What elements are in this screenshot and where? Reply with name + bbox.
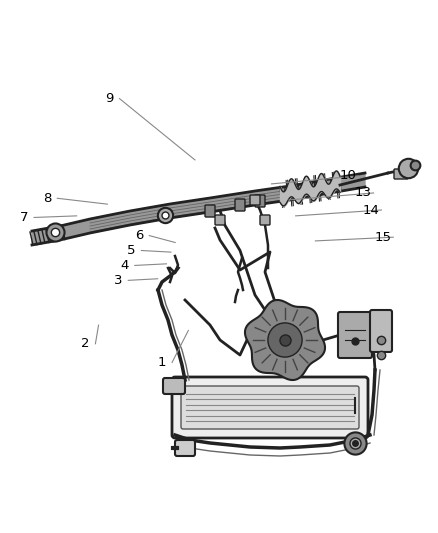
Polygon shape xyxy=(130,204,170,225)
Text: 4: 4 xyxy=(120,259,129,272)
Text: 14: 14 xyxy=(363,204,380,216)
FancyBboxPatch shape xyxy=(260,215,270,225)
FancyBboxPatch shape xyxy=(205,205,215,217)
FancyBboxPatch shape xyxy=(175,440,195,456)
Polygon shape xyxy=(290,179,330,200)
Circle shape xyxy=(268,323,302,357)
Polygon shape xyxy=(245,300,325,380)
FancyBboxPatch shape xyxy=(235,199,245,211)
FancyBboxPatch shape xyxy=(394,169,408,179)
Text: 3: 3 xyxy=(114,274,123,287)
Polygon shape xyxy=(255,186,290,205)
FancyBboxPatch shape xyxy=(181,386,359,429)
FancyBboxPatch shape xyxy=(250,195,260,205)
Text: 8: 8 xyxy=(43,192,52,205)
FancyBboxPatch shape xyxy=(255,195,265,207)
FancyBboxPatch shape xyxy=(172,377,368,438)
Text: 7: 7 xyxy=(20,211,28,224)
Text: 2: 2 xyxy=(81,337,90,350)
Polygon shape xyxy=(90,211,130,233)
Text: 15: 15 xyxy=(375,231,392,244)
FancyBboxPatch shape xyxy=(215,215,225,225)
Text: 1: 1 xyxy=(158,356,166,369)
FancyBboxPatch shape xyxy=(370,310,392,352)
Text: 13: 13 xyxy=(355,187,372,199)
Polygon shape xyxy=(330,173,365,193)
Text: 9: 9 xyxy=(105,92,114,105)
Polygon shape xyxy=(210,191,255,212)
FancyBboxPatch shape xyxy=(163,378,185,394)
Polygon shape xyxy=(60,219,90,240)
Polygon shape xyxy=(32,226,60,245)
Text: 6: 6 xyxy=(135,229,144,242)
Text: 5: 5 xyxy=(127,244,136,257)
Text: 10: 10 xyxy=(340,169,357,182)
Polygon shape xyxy=(170,198,210,218)
FancyBboxPatch shape xyxy=(338,312,372,358)
